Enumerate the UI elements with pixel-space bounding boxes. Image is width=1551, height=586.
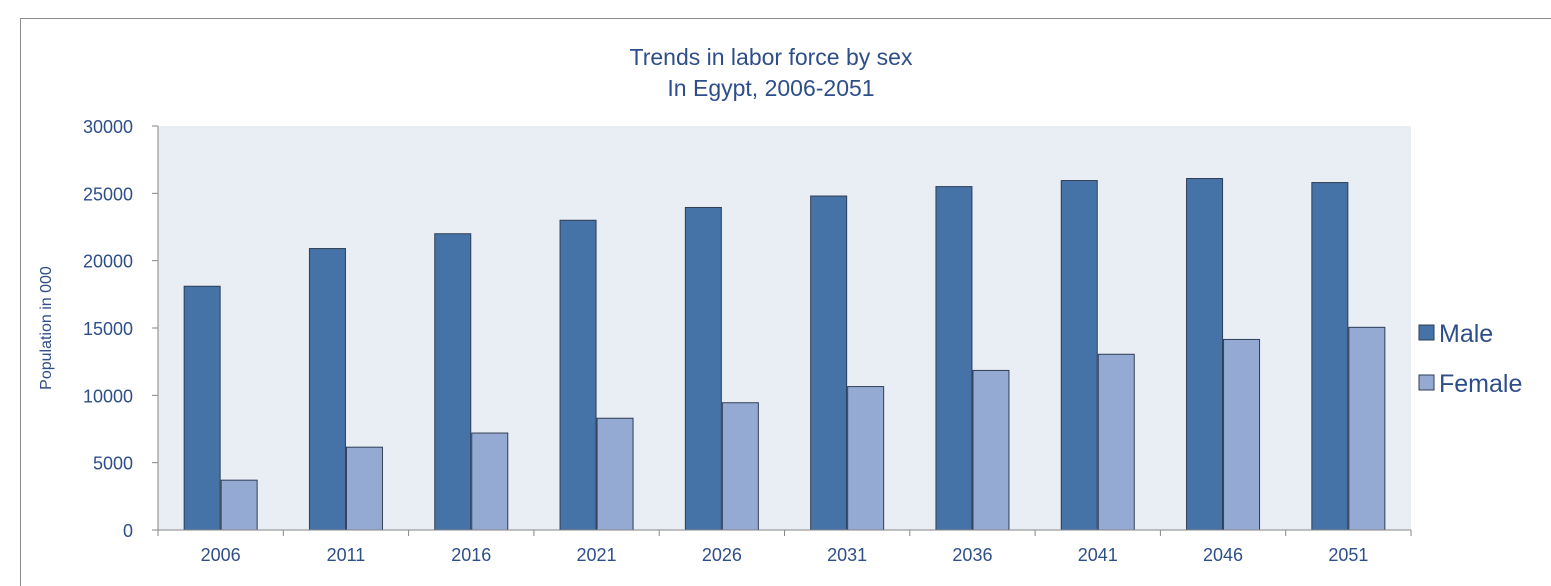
bar-female-2036 — [972, 369, 1010, 531]
bar-female-2026 — [721, 402, 759, 531]
x-tick-label: 2021 — [577, 545, 617, 565]
x-tick-label: 2006 — [201, 545, 241, 565]
y-tick-label: 15000 — [83, 319, 133, 339]
bar-male-2016 — [434, 233, 472, 531]
bar-male-2041 — [1060, 180, 1098, 531]
bar-male-2031 — [810, 195, 848, 531]
y-tick-label: 25000 — [83, 184, 133, 204]
bar-male-2036 — [935, 186, 973, 531]
y-tick-label: 5000 — [93, 454, 133, 474]
x-tick-label: 2031 — [827, 545, 867, 565]
axes-layer: 0 5000 10000 15000 20000 25000 30000 2006 2011 20… — [83, 117, 1412, 565]
x-tick-label: 2011 — [327, 545, 366, 565]
y-tick-label: 30000 — [83, 117, 133, 137]
x-tick-label: 2036 — [952, 545, 992, 565]
x-tick-label: 2046 — [1203, 545, 1243, 565]
bar-female-2051 — [1348, 326, 1386, 531]
bar-male-2011 — [308, 248, 346, 531]
y-axis-label: Population in 000 — [38, 266, 55, 390]
bar-male-2006 — [183, 285, 221, 531]
chart-title: Trends in labor force by sex — [630, 44, 913, 70]
x-tick-label: 2041 — [1078, 545, 1118, 565]
bar-female-2016 — [471, 432, 509, 531]
legend-swatch-female — [1418, 374, 1435, 391]
bar-female-2021 — [596, 417, 634, 531]
bars-layer — [183, 178, 1386, 531]
legend-label-female: Female — [1439, 370, 1522, 398]
x-tick-label: 2051 — [1328, 545, 1368, 565]
bar-male-2026 — [684, 206, 722, 531]
legend-swatch-male — [1418, 324, 1435, 341]
bar-female-2031 — [847, 386, 885, 531]
y-tick-label: 20000 — [83, 252, 133, 272]
bar-male-2051 — [1311, 182, 1349, 531]
bar-male-2046 — [1186, 178, 1224, 531]
y-tick-label: 10000 — [83, 386, 133, 406]
legend: Male Female — [1418, 320, 1522, 398]
y-tick-label: 0 — [123, 521, 133, 541]
bar-male-2021 — [559, 219, 597, 531]
chart-subtitle: In Egypt, 2006-2051 — [667, 75, 874, 101]
bar-female-2041 — [1097, 353, 1135, 531]
bar-female-2006 — [220, 479, 258, 531]
x-tick-label: 2026 — [702, 545, 742, 565]
legend-label-male: Male — [1439, 320, 1493, 348]
x-tick-label: 2016 — [451, 545, 491, 565]
bar-female-2046 — [1223, 338, 1261, 531]
bar-female-2011 — [345, 446, 383, 531]
